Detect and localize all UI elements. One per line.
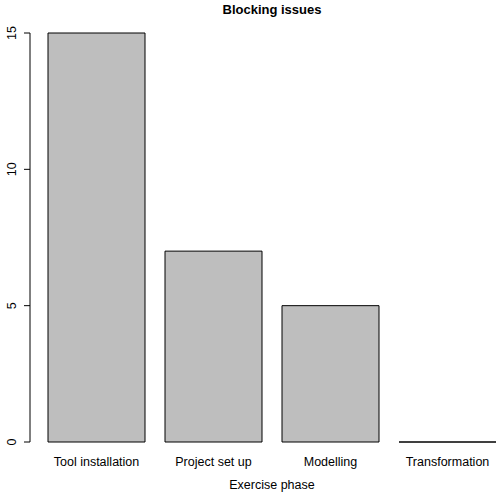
y-tick-label: 10 [5,162,19,176]
title: Blocking issues [223,2,322,17]
chart: Blocking issues Tool installation Project … [0,0,500,493]
y-tick-label: 5 [5,302,19,309]
bar [48,33,145,442]
bar [165,251,262,442]
bar [399,442,496,443]
y-tick-label: 15 [5,26,19,40]
x-tick-label: Transformation [406,455,490,469]
y-axis-line [30,33,31,442]
x-tick-label: Modelling [304,455,358,469]
y-tick [24,305,30,306]
x-tick-label: Project set up [175,455,251,469]
y-tick [24,442,30,443]
x-tick-label: Tool installation [54,455,140,469]
y-tick-label: 0 [5,438,19,445]
bar [282,306,379,442]
y-tick [24,169,30,170]
y-tick [24,33,30,34]
x-axis-label: Exercise phase [229,478,315,492]
